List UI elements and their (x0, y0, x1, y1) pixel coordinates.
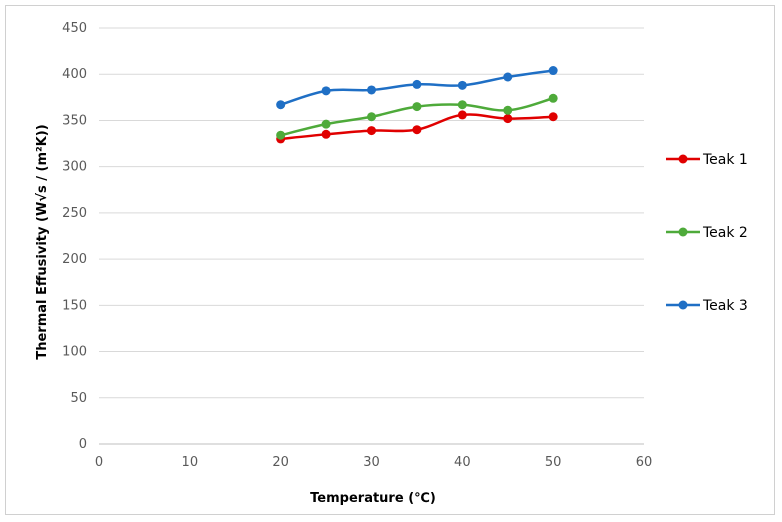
legend-item-teak-1: Teak 1 (666, 152, 748, 168)
data-point (412, 79, 422, 89)
data-point (321, 119, 331, 129)
x-tick-label: 0 (95, 455, 103, 470)
legend-label: Teak 1 (702, 152, 748, 168)
y-tick-label: 450 (62, 21, 87, 36)
legend-marker (678, 154, 688, 164)
data-point (457, 110, 467, 120)
chart-area: 0 50 100 150 200 250 300 350 400 450 0 10 20 30 40 50 6… (5, 5, 775, 515)
data-point (412, 125, 422, 135)
data-point (367, 126, 376, 136)
data-point (548, 93, 558, 103)
y-tick-label: 150 (62, 298, 87, 313)
legend-marker (678, 300, 688, 310)
y-tick-label: 250 (62, 206, 87, 221)
data-point (503, 105, 513, 115)
data-point (503, 114, 513, 124)
data-point (457, 80, 467, 90)
y-tick-label: 300 (62, 160, 87, 175)
data-point (412, 102, 422, 112)
data-point (367, 85, 376, 95)
y-tick-label: 350 (62, 113, 87, 128)
data-point (321, 86, 331, 96)
x-axis-ticks: 0 10 20 30 40 50 60 (95, 455, 652, 470)
data-point (367, 112, 376, 122)
x-tick-label: 40 (454, 455, 471, 470)
data-point (548, 112, 558, 122)
y-axis-title: Thermal Effusivity (W√s / (m²K)) (35, 124, 50, 359)
legend-item-teak-2: Teak 2 (666, 225, 748, 241)
x-tick-label: 30 (363, 455, 380, 470)
x-axis-title: Temperature (℃) (310, 491, 436, 506)
y-tick-label: 0 (79, 437, 87, 452)
y-axis-ticks: 0 50 100 150 200 250 300 350 400 450 (62, 21, 87, 452)
x-tick-label: 10 (182, 455, 199, 470)
series-teak-3 (276, 66, 558, 110)
legend-label: Teak 3 (702, 298, 748, 314)
y-tick-label: 400 (62, 67, 87, 82)
y-tick-label: 200 (62, 252, 87, 267)
legend-marker (678, 227, 688, 237)
data-point (548, 66, 558, 76)
gridlines (99, 27, 644, 445)
legend-label: Teak 2 (702, 225, 748, 241)
data-point (276, 130, 286, 140)
data-point (321, 129, 331, 139)
x-tick-label: 50 (545, 455, 562, 470)
legend: Teak 1 Teak 2 Teak 3 (666, 152, 748, 314)
series-lines (276, 66, 558, 144)
data-point (276, 100, 286, 110)
series-teak-2 (276, 93, 558, 140)
data-point (457, 100, 467, 110)
x-tick-label: 20 (272, 455, 289, 470)
legend-item-teak-3: Teak 3 (666, 298, 748, 314)
x-tick-label: 60 (636, 455, 653, 470)
data-point (503, 72, 513, 82)
y-tick-label: 100 (62, 345, 87, 360)
y-tick-label: 50 (70, 391, 87, 406)
line-chart: 0 50 100 150 200 250 300 350 400 450 0 10 20 30 40 50 6… (35, 21, 748, 506)
